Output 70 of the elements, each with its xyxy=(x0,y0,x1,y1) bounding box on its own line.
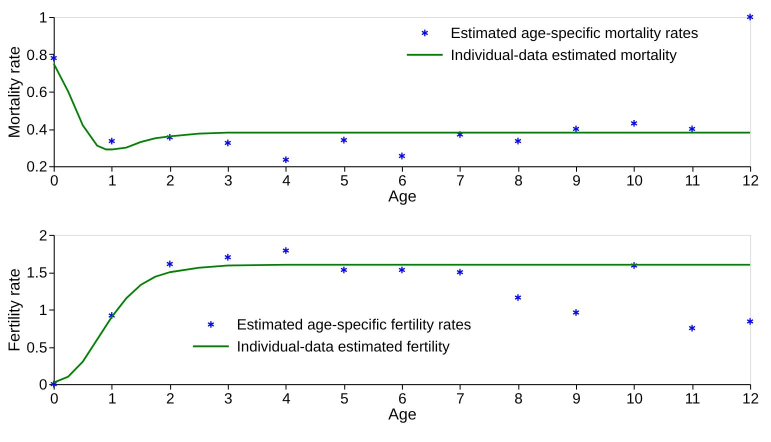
y-tick-label: 1 xyxy=(38,9,48,26)
x-tick-label: 10 xyxy=(626,172,643,190)
point xyxy=(746,317,754,326)
y-tick-label: 2 xyxy=(38,227,48,244)
y-axis-title: Fertility rate xyxy=(6,268,24,352)
point xyxy=(340,266,348,274)
point xyxy=(630,261,638,270)
y-axis-title: Mortality rate xyxy=(6,46,24,138)
point xyxy=(108,311,116,320)
y-tick-label: 0.2 xyxy=(26,158,48,176)
x-tick-label: 7 xyxy=(456,172,465,190)
x-tick-label: 5 xyxy=(340,172,349,190)
x-tick-label: 11 xyxy=(684,390,700,408)
x-axis-title: Age xyxy=(388,188,417,206)
y-tick-label: 1.5 xyxy=(26,264,48,282)
point xyxy=(688,324,696,332)
point xyxy=(456,130,464,139)
x-tick-label: 11 xyxy=(684,172,700,190)
x-tick-label: 6 xyxy=(398,172,407,190)
point xyxy=(108,137,116,146)
point xyxy=(398,266,406,274)
point xyxy=(224,138,232,147)
x-tick-label: 3 xyxy=(224,172,232,190)
legend-label: Individual-data estimated fertility xyxy=(236,338,450,356)
y-tick-label: 0 xyxy=(38,376,48,394)
x-tick-label: 4 xyxy=(282,390,290,408)
y-tick-label: 0.6 xyxy=(26,84,48,102)
y-tick-label: 0.8 xyxy=(26,46,48,64)
x-tick-label: 8 xyxy=(514,172,523,190)
point xyxy=(514,294,522,302)
x-tick-label: 12 xyxy=(742,390,759,408)
point xyxy=(572,124,580,133)
point xyxy=(456,268,464,276)
x-tick-label: 2 xyxy=(166,172,174,190)
x-tick-label: 9 xyxy=(572,172,581,190)
x-tick-label: 7 xyxy=(456,390,465,408)
point xyxy=(50,54,58,62)
x-axis-title: Age xyxy=(388,406,417,424)
point xyxy=(572,308,580,316)
point xyxy=(282,156,290,164)
point xyxy=(514,137,522,146)
x-tick-label: 1 xyxy=(108,172,116,190)
legend-label: Estimated age-specific mortality rates xyxy=(450,24,698,42)
legend-label: Individual-data estimated mortality xyxy=(450,46,678,64)
x-tick-label: 2 xyxy=(166,390,174,408)
y-tick-label: 1 xyxy=(38,302,48,319)
x-tick-label: 6 xyxy=(398,390,407,408)
point xyxy=(688,124,696,133)
y-tick-label: 0.4 xyxy=(26,121,48,138)
x-tick-label: 5 xyxy=(340,390,349,408)
x-tick-label: 0 xyxy=(50,172,58,190)
point xyxy=(746,13,754,22)
point xyxy=(398,152,406,160)
x-tick-label: 12 xyxy=(742,172,759,190)
x-tick-label: 0 xyxy=(50,390,58,408)
point xyxy=(630,119,638,128)
x-tick-label: 1 xyxy=(108,390,116,408)
point xyxy=(166,133,174,142)
line-series xyxy=(52,62,752,150)
x-tick-label: 10 xyxy=(626,390,643,408)
point xyxy=(166,260,174,268)
x-tick-label: 4 xyxy=(282,172,290,190)
legend-label: Estimated age-specific fertility rates xyxy=(236,316,472,334)
point xyxy=(224,253,232,262)
x-tick-label: 8 xyxy=(514,390,523,408)
point xyxy=(282,246,290,255)
x-tick-label: 9 xyxy=(572,390,581,408)
point xyxy=(340,136,348,144)
x-tick-label: 3 xyxy=(224,390,232,408)
y-tick-label: 0.5 xyxy=(26,339,48,356)
